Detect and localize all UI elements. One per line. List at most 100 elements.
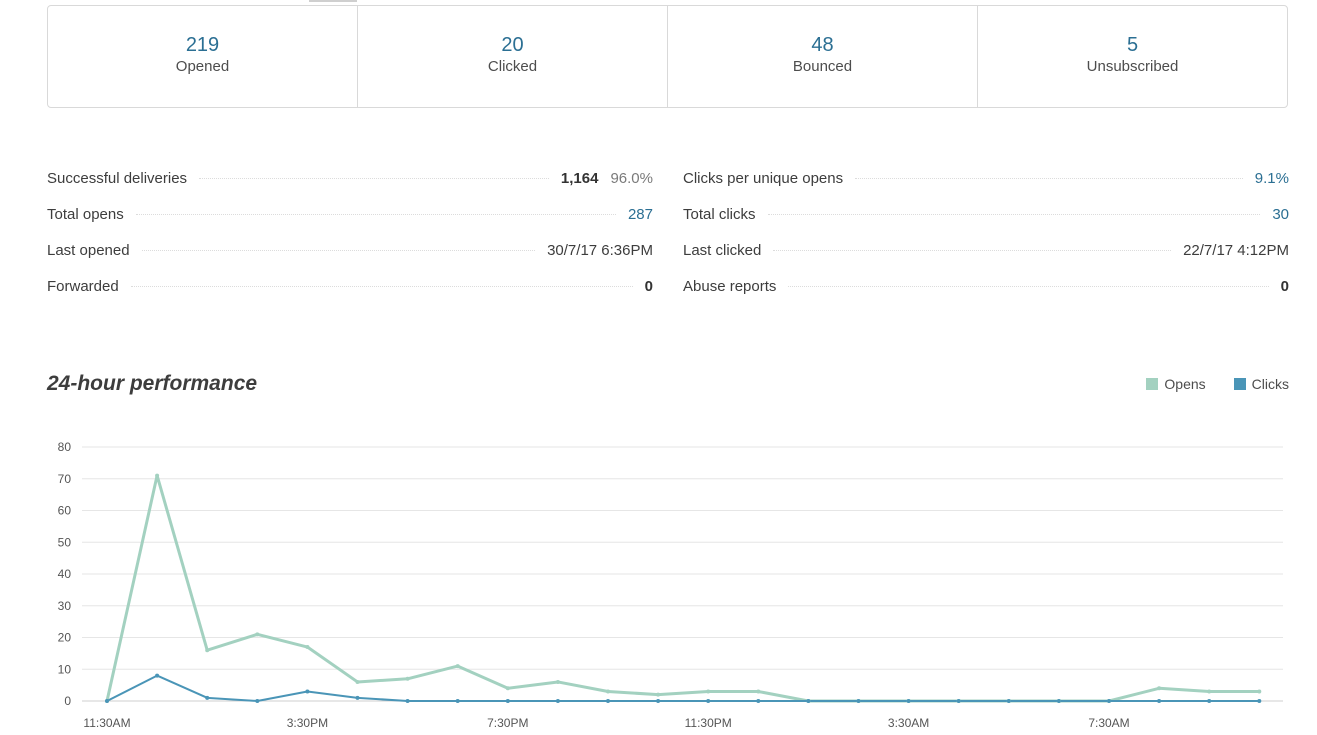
- last-opened-value: 30/7/17 6:36PM: [547, 242, 653, 259]
- data-point-clicks: [355, 695, 360, 700]
- clicked-label: Clicked: [487, 57, 538, 75]
- data-point-clicks: [205, 695, 210, 700]
- data-point-clicks: [1056, 699, 1061, 703]
- last-clicked-row: Last clicked 22/7/17 4:12PM: [683, 242, 1289, 278]
- data-point-opens: [155, 473, 160, 478]
- data-point-clicks: [505, 699, 510, 703]
- performance-line-chart: 0 10 20 30 40 50 60 70 80 11:30AM 3:30PM 7:30PM 11:3…: [58, 440, 1283, 730]
- unsubscribed-label: Unsubscribed: [1086, 57, 1179, 75]
- data-point-opens: [205, 648, 210, 653]
- unsubscribed-stat[interactable]: 5 Unsubscribed: [978, 6, 1287, 107]
- forwarded-row: Forwarded 0: [47, 278, 653, 314]
- data-point-clicks: [1006, 699, 1011, 703]
- data-point-clicks: [155, 673, 160, 678]
- data-point-clicks: [656, 699, 661, 703]
- details-right: Clicks per unique opens 9.1% Total click…: [683, 170, 1289, 314]
- y-tick-label: 10: [58, 662, 72, 676]
- dotted-leader: [141, 250, 536, 251]
- series-line-clicks: [106, 674, 1260, 702]
- data-point-opens: [706, 689, 711, 694]
- abuse-reports-row: Abuse reports 0: [683, 278, 1289, 314]
- data-point-clicks: [555, 699, 560, 703]
- performance-title: 24-hour performance: [47, 372, 258, 395]
- last-opened-row: Last opened 30/7/17 6:36PM: [47, 242, 653, 278]
- data-point-clicks: [606, 699, 610, 703]
- forwarded-value: 0: [644, 278, 653, 295]
- clicked-stat[interactable]: 20 Clicked: [358, 6, 668, 107]
- total-opens-link[interactable]: 287: [627, 206, 653, 223]
- clicks-per-unique-opens-label: Clicks per unique opens: [683, 170, 844, 187]
- data-point-clicks: [1257, 699, 1262, 703]
- dotted-leader: [135, 214, 616, 215]
- x-tick-label: 7:30PM: [487, 716, 528, 730]
- last-clicked-value: 22/7/17 4:12PM: [1183, 242, 1289, 259]
- x-tick-label: 3:30PM: [287, 716, 328, 730]
- dotted-leader: [773, 250, 1172, 251]
- opens-swatch: [1146, 378, 1159, 390]
- y-tick-label: 40: [58, 567, 72, 581]
- data-point-opens: [756, 689, 761, 694]
- data-point-opens: [1207, 689, 1212, 694]
- clicks-per-unique-opens-value[interactable]: 9.1%: [1254, 170, 1289, 187]
- data-point-opens: [555, 679, 560, 684]
- data-point-clicks: [305, 689, 310, 694]
- y-tick-label: 20: [58, 631, 72, 645]
- dotted-leader: [767, 214, 1261, 215]
- legend-item-opens[interactable]: Opens: [1146, 376, 1206, 392]
- data-point-clicks: [1107, 699, 1111, 703]
- clicks-per-unique-opens-row: Clicks per unique opens 9.1%: [683, 170, 1289, 206]
- data-point-opens: [255, 632, 260, 637]
- bounced-stat[interactable]: 48 Bounced: [668, 6, 978, 107]
- dotted-leader: [199, 178, 549, 179]
- opened-stat[interactable]: 219 Opened: [48, 6, 358, 107]
- data-point-clicks: [255, 699, 260, 703]
- tab-indicator: [309, 0, 357, 2]
- total-opens-row: Total opens 287: [47, 206, 653, 242]
- chart-legend: Opens Clicks: [1146, 376, 1289, 392]
- total-clicks-link[interactable]: 30: [1272, 206, 1289, 223]
- data-point-opens: [606, 689, 610, 694]
- opened-label: Opened: [175, 57, 230, 75]
- y-tick-label: 0: [64, 694, 71, 708]
- legend-item-clicks[interactable]: Clicks: [1233, 376, 1289, 392]
- data-point-clicks: [706, 699, 711, 703]
- data-point-opens: [656, 692, 661, 697]
- dotted-leader: [855, 178, 1243, 179]
- data-point-opens: [1257, 689, 1262, 694]
- data-point-opens: [1157, 686, 1162, 691]
- dotted-leader: [788, 286, 1269, 287]
- successful-deliveries-percent: 96.0%: [610, 170, 653, 187]
- dotted-leader: [130, 286, 633, 287]
- abuse-reports-label: Abuse reports: [683, 278, 777, 295]
- y-tick-label: 50: [58, 535, 72, 549]
- data-point-clicks: [105, 699, 109, 703]
- legend-label-clicks: Clicks: [1251, 376, 1289, 392]
- y-tick-label: 60: [58, 504, 72, 518]
- data-point-opens: [355, 679, 360, 684]
- x-tick-label: 3:30AM: [888, 716, 929, 730]
- data-point-clicks: [455, 699, 460, 703]
- opened-count: 219: [185, 33, 220, 56]
- x-tick-label: 7:30AM: [1088, 716, 1129, 730]
- y-tick-label: 30: [58, 599, 72, 613]
- series-line-opens: [105, 474, 1260, 703]
- data-point-opens: [505, 686, 510, 691]
- bounced-label: Bounced: [792, 57, 853, 75]
- total-opens-label: Total opens: [47, 206, 124, 223]
- clicks-swatch: [1233, 378, 1246, 390]
- y-tick-label: 80: [58, 440, 72, 454]
- y-tick-label: 70: [58, 472, 72, 486]
- total-clicks-row: Total clicks 30: [683, 206, 1289, 242]
- legend-label-opens: Opens: [1164, 376, 1206, 392]
- unsubscribed-count: 5: [1126, 33, 1139, 56]
- details-left: Successful deliveries 1,164 96.0% Total …: [47, 170, 653, 314]
- successful-deliveries-value: 1,164: [560, 170, 599, 187]
- data-point-opens: [305, 645, 310, 650]
- data-point-opens: [455, 664, 460, 669]
- abuse-reports-value: 0: [1280, 278, 1289, 295]
- successful-deliveries-label: Successful deliveries: [47, 170, 188, 187]
- data-point-clicks: [956, 699, 961, 703]
- bounced-count: 48: [811, 33, 834, 56]
- data-point-clicks: [906, 699, 911, 703]
- successful-deliveries-row: Successful deliveries 1,164 96.0%: [47, 170, 653, 206]
